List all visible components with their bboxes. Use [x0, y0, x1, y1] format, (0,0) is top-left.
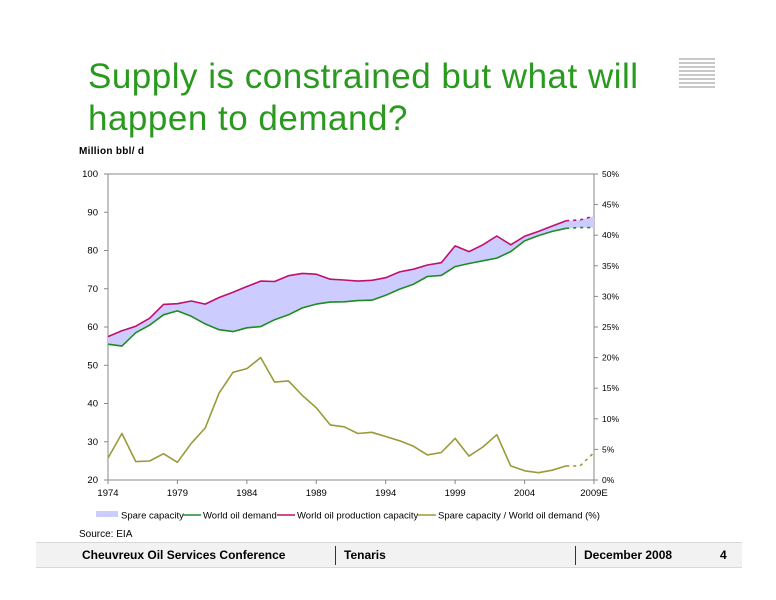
slide-title-line-2: happen to demand?: [88, 99, 408, 138]
y-axis-tick-label: 20: [87, 475, 98, 486]
x-axis-tick-label: 1999: [445, 488, 466, 499]
footer-conference: Cheuvreux Oil Services Conference: [82, 548, 286, 562]
production-capacity-forecast-line: [566, 215, 595, 222]
y2-axis-tick-label: 5%: [602, 444, 615, 454]
slide-footer: Cheuvreux Oil Services Conference Tenari…: [36, 542, 742, 568]
oil-supply-demand-chart: 20 30 40 50 60 70 80 90 100 0% 5% 10% 15% 20% 25% 30% 35…: [82, 169, 619, 522]
slide-title-line-1: Supply is constrained but what will: [88, 57, 639, 96]
footer-page-number: 4: [720, 548, 727, 562]
y-axis-tick-label: 90: [87, 207, 98, 218]
tenaris-logo-icon: [679, 58, 715, 88]
production-capacity-line: [107, 219, 567, 338]
footer-date: December 2008: [584, 548, 673, 562]
world-oil-demand-line: [107, 227, 567, 347]
x-axis-tick-label: 2009E: [580, 488, 607, 499]
y2-axis-tick-label: 40%: [602, 230, 619, 240]
y2-axis-tick-label: 0%: [602, 475, 615, 485]
y2-axis-tick-label: 30%: [602, 291, 619, 301]
footer-divider: [335, 546, 336, 565]
y-axis-tick-label: 40: [87, 399, 98, 410]
y2-axis-tick-label: 15%: [602, 383, 619, 393]
y-axis-unit-label: Million bbl/ d: [79, 146, 145, 157]
x-axis-tick-label: 1984: [236, 488, 257, 499]
legend-label: Spare capacity / World oil demand (%): [438, 511, 600, 522]
legend-label: World oil production capacity: [297, 511, 419, 522]
plot-area: [107, 173, 595, 481]
x-axis-tick-label: 1994: [375, 488, 396, 499]
y-axis-tick-label: 80: [87, 246, 98, 257]
legend-label: World oil demand: [203, 511, 277, 522]
footer-divider: [575, 546, 576, 565]
x-axis-tick-label: 1989: [306, 488, 327, 499]
y-axis-tick-label: 50: [87, 360, 98, 371]
y2-axis-tick-label: 50%: [602, 169, 619, 179]
y-axis-tick-label: 60: [87, 322, 98, 333]
y2-axis-tick-label: 25%: [602, 322, 619, 332]
y2-axis-tick-label: 35%: [602, 261, 619, 271]
x-axis-tick-label: 2004: [514, 488, 535, 499]
y2-axis-tick-label: 20%: [602, 353, 619, 363]
legend-swatch-spare-capacity: [96, 511, 118, 517]
source-note: Source: EIA: [79, 529, 133, 540]
x-axis-tick-label: 1979: [167, 488, 188, 499]
spare-ratio-line: [107, 356, 567, 474]
y-axis-tick-label: 30: [87, 437, 98, 448]
legend-label: Spare capacity: [121, 511, 184, 522]
footer-company: Tenaris: [344, 548, 386, 562]
x-axis-tick-label: 1974: [97, 488, 118, 499]
slide-title: Supply is constrained but what will happ…: [88, 56, 688, 140]
world-oil-demand-forecast-line: [566, 226, 594, 230]
y-axis-tick-label: 70: [87, 284, 98, 295]
y2-axis-tick-label: 10%: [602, 414, 619, 424]
y2-axis-tick-label: 45%: [602, 200, 619, 210]
y-axis-tick-label: 100: [82, 169, 98, 180]
